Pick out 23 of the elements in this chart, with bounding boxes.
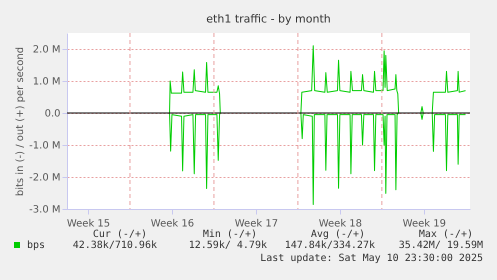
y-tick-label: -2.0 M (29, 172, 60, 184)
y-tick-label: -3.0 M (29, 204, 60, 216)
text: Last update: Sat May 10 23:30:00 2025 (260, 253, 483, 264)
x-tick-label: Week 19 (402, 218, 446, 230)
y-tick-label: 1.0 M (32, 76, 60, 88)
text: Cur (-/+) (92, 229, 147, 240)
text: Avg (-/+) (310, 229, 365, 240)
y-tick-label: 0.0 (44, 108, 60, 120)
text: 42.38k/710.96k (72, 240, 157, 251)
y-tick-label: -1.0 M (29, 140, 60, 152)
y-axis-title: bits in (-) / out (+) per second (15, 46, 26, 196)
text: Min (-/+) (202, 229, 257, 240)
text: 147.84k/334.27k (284, 240, 375, 251)
x-tick-label: Week 15 (66, 218, 110, 230)
x-tick-label: Week 17 (234, 218, 278, 230)
x-tick-label: Week 16 (150, 218, 194, 230)
legend-label: bps (27, 240, 46, 251)
text: 35.42M/ 19.59M (398, 240, 483, 251)
text: 12.59k/ 4.79k (188, 240, 267, 251)
y-tick-label: 2.0 M (32, 44, 60, 56)
chart-title: eth1 traffic - by month (206, 12, 331, 26)
x-tick-label: Week 18 (318, 218, 362, 230)
text: Max (-/+) (418, 229, 473, 240)
